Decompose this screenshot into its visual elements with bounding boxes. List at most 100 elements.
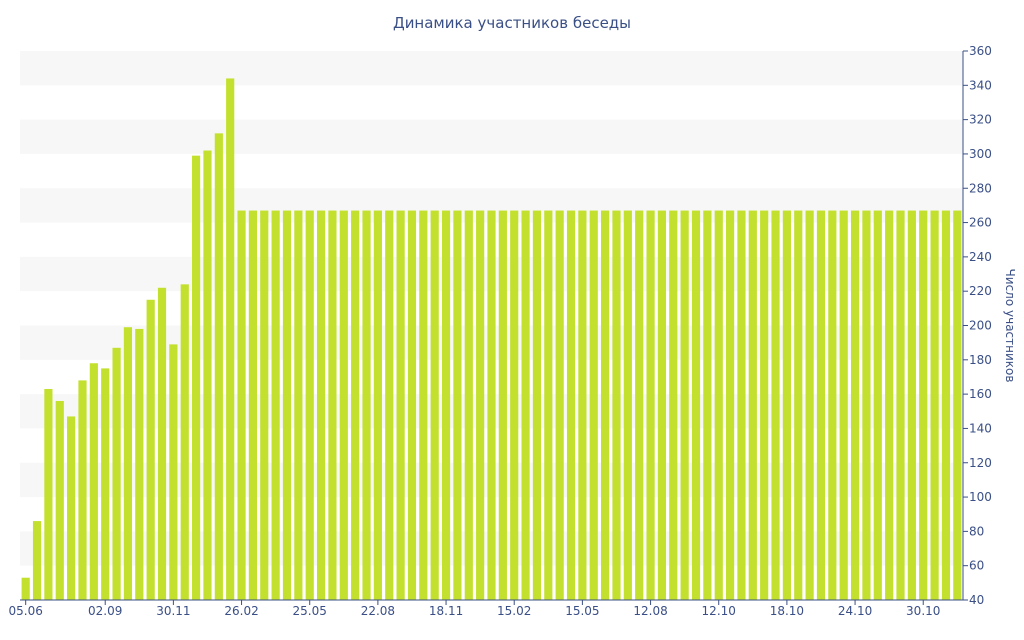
bar: [89, 363, 98, 600]
x-axis-ticks: 05.06 02.09 30.11 26.02 25.05 22.08 18.11 15.02…: [9, 600, 940, 618]
bar: [657, 210, 667, 601]
bar: [680, 210, 689, 601]
bar: [862, 210, 871, 601]
bar: [430, 210, 439, 601]
bar: [623, 210, 632, 601]
bar: [21, 577, 30, 600]
y-axis-label: Число участников: [1003, 269, 1017, 383]
bar: [919, 210, 928, 601]
y-tick-label: 120: [969, 456, 992, 470]
bar: [135, 328, 144, 600]
bar: [294, 210, 303, 601]
y-tick-label: 60: [969, 559, 984, 573]
bar: [55, 400, 64, 600]
bar: [146, 299, 155, 600]
bar: [101, 368, 110, 600]
bar: [612, 210, 621, 601]
bar: [601, 210, 610, 601]
bar: [67, 416, 76, 600]
y-axis-ticks: 40 60 80 100 120 140 160 180 200 220 240 260 280 300 3…: [963, 44, 992, 607]
bar: [44, 388, 53, 600]
bar: [180, 284, 189, 600]
bar: [373, 210, 382, 601]
bar: [282, 210, 292, 601]
x-tick-label: 05.06: [9, 604, 43, 618]
bar: [498, 210, 507, 601]
bar: [589, 210, 598, 601]
bar: [896, 210, 905, 601]
bar: [396, 210, 405, 601]
chart-title: Динамика участников беседы: [393, 14, 631, 32]
bar: [941, 210, 951, 601]
bars-group: [21, 78, 962, 601]
bar: [794, 210, 803, 601]
y-tick-label: 260: [969, 216, 992, 230]
bar: [737, 210, 746, 601]
x-tick-label: 18.10: [770, 604, 804, 618]
y-tick-label: 140: [969, 421, 992, 435]
x-tick-label: 25.05: [293, 604, 327, 618]
x-tick-label: 15.05: [565, 604, 599, 618]
bar: [123, 327, 133, 600]
bar: [521, 210, 530, 601]
bar: [816, 210, 826, 601]
bar: [566, 210, 576, 601]
bar: [544, 210, 553, 601]
x-tick-label: 12.08: [633, 604, 667, 618]
bar: [760, 210, 769, 601]
bar: [112, 347, 121, 600]
y-tick-label: 300: [969, 147, 992, 161]
bar: [192, 155, 201, 600]
bar: [669, 210, 678, 601]
bar: [226, 78, 235, 600]
x-tick-label: 12.10: [702, 604, 736, 618]
bar: [726, 210, 735, 601]
bar: [32, 521, 42, 600]
bar: [351, 210, 360, 601]
bar: [78, 380, 87, 600]
bar: [362, 210, 371, 601]
x-tick-label: 02.09: [88, 604, 122, 618]
y-tick-label: 180: [969, 353, 992, 367]
y-tick-label: 80: [969, 524, 984, 538]
bar: [305, 210, 314, 601]
bar: [260, 210, 269, 601]
bar: [828, 210, 837, 601]
bar: [157, 287, 167, 600]
bar: [237, 210, 246, 601]
y-tick-label: 280: [969, 181, 992, 195]
bar: [203, 150, 212, 600]
bar: [385, 210, 394, 601]
bar: [487, 210, 496, 601]
bar: [419, 210, 428, 601]
bar: [214, 133, 223, 600]
x-tick-label: 15.02: [497, 604, 531, 618]
y-tick-label: 200: [969, 319, 992, 333]
bar: [532, 210, 542, 601]
y-tick-label: 320: [969, 113, 992, 127]
bar: [748, 210, 757, 601]
bar: [691, 210, 701, 601]
bar: [271, 210, 280, 601]
bar: [873, 210, 882, 601]
bar: [907, 210, 916, 601]
bar: [714, 210, 723, 601]
x-tick-label: 18.11: [429, 604, 463, 618]
x-tick-label: 26.02: [224, 604, 258, 618]
bar: [316, 210, 326, 601]
bar: [578, 210, 587, 601]
grid-band: [20, 119, 963, 154]
bar: [555, 210, 564, 601]
grid-band: [20, 51, 963, 86]
bar: [771, 210, 780, 601]
bar: [248, 210, 257, 601]
bar: [510, 210, 519, 601]
y-tick-label: 220: [969, 284, 992, 298]
bar: [476, 210, 485, 601]
y-tick-label: 100: [969, 490, 992, 504]
bar: [441, 210, 451, 601]
bar: [953, 210, 962, 601]
bar: [805, 210, 814, 601]
y-tick-label: 240: [969, 250, 992, 264]
